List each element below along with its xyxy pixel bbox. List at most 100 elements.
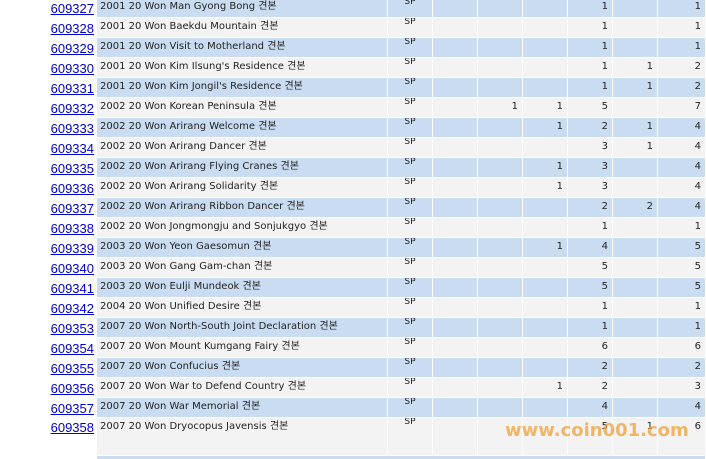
coin-id-link[interactable]: 609332 — [0, 98, 97, 118]
coin-id-link[interactable]: 609328 — [0, 18, 97, 38]
coin-id-link[interactable]: 609355 — [0, 358, 97, 378]
coin-id-link[interactable]: 609340 — [0, 258, 97, 278]
count-cell — [433, 278, 478, 298]
coin-id-link[interactable]: 609329 — [0, 38, 97, 58]
count-cell — [433, 318, 478, 338]
count-cell — [613, 318, 658, 338]
count-cell — [613, 98, 658, 118]
count-cell — [478, 338, 523, 358]
grade: SP — [388, 178, 433, 198]
count-cell — [613, 38, 658, 58]
count-cell — [433, 298, 478, 318]
count-cell — [478, 178, 523, 198]
count-cell — [478, 258, 523, 278]
count-cell — [523, 358, 568, 378]
grade: SP — [388, 18, 433, 38]
count-cell: 3 — [568, 158, 613, 178]
coin-id-link[interactable]: 609331 — [0, 78, 97, 98]
coin-id-link[interactable]: 609333 — [0, 118, 97, 138]
grade: SP — [388, 398, 433, 418]
count-cell: 1 — [613, 138, 658, 158]
coin-id-link[interactable]: 609354 — [0, 338, 97, 358]
count-cell — [523, 0, 568, 18]
count-cell: 1 — [658, 218, 706, 238]
count-cell: 2 — [568, 378, 613, 398]
count-cell — [478, 78, 523, 98]
coin-id-link[interactable]: 609336 — [0, 178, 97, 198]
count-cell: 3 — [658, 378, 706, 398]
count-cell: 1 — [568, 18, 613, 38]
count-cell: 2 — [568, 198, 613, 218]
coin-id-link[interactable]: 609358 — [0, 418, 97, 456]
coin-id-link[interactable]: 609334 — [0, 138, 97, 158]
count-cell: 2 — [658, 58, 706, 78]
count-cell: 3 — [568, 178, 613, 198]
count-cell: 1 — [658, 318, 706, 338]
grade: SP — [388, 0, 433, 18]
count-cell — [613, 0, 658, 18]
coin-id-link[interactable]: 609353 — [0, 318, 97, 338]
count-cell — [478, 358, 523, 378]
coin-id-link[interactable]: 609330 — [0, 58, 97, 78]
coin-id-link[interactable]: 609342 — [0, 298, 97, 318]
count-cell — [523, 58, 568, 78]
coin-description: 2007 20 Won War Memorial 견본 — [97, 398, 388, 418]
count-cell: 4 — [658, 198, 706, 218]
coin-description: 2002 20 Won Arirang Dancer 견본 — [97, 138, 388, 158]
count-cell: 2 — [568, 118, 613, 138]
grade: SP — [388, 338, 433, 358]
grade: SP — [388, 258, 433, 278]
count-cell — [433, 178, 478, 198]
count-cell — [613, 178, 658, 198]
count-cell: 6 — [568, 338, 613, 358]
count-cell — [478, 38, 523, 58]
grade: SP — [388, 78, 433, 98]
coin-id-link[interactable]: 609337 — [0, 198, 97, 218]
count-cell: 1 — [658, 38, 706, 58]
grade: SP — [388, 358, 433, 378]
count-cell: 1 — [658, 0, 706, 18]
coin-id-link[interactable]: 609339 — [0, 238, 97, 258]
count-cell — [478, 118, 523, 138]
coin-id-link[interactable]: 609335 — [0, 158, 97, 178]
count-cell — [478, 298, 523, 318]
count-cell: 1 — [568, 218, 613, 238]
count-cell: 2 — [658, 358, 706, 378]
grade: SP — [388, 218, 433, 238]
coin-id-link[interactable]: 609356 — [0, 378, 97, 398]
coin-description: 2001 20 Won Baekdu Mountain 견본 — [97, 18, 388, 38]
count-cell — [523, 78, 568, 98]
coin-id-link[interactable]: 609341 — [0, 278, 97, 298]
count-cell: 1 — [613, 118, 658, 138]
count-cell: 4 — [658, 118, 706, 138]
count-cell — [433, 38, 478, 58]
count-cell: 1 — [613, 58, 658, 78]
count-cell — [523, 338, 568, 358]
count-cell — [433, 0, 478, 18]
count-cell — [433, 418, 478, 456]
coin-id-link[interactable]: 609338 — [0, 218, 97, 238]
count-cell: 1 — [523, 158, 568, 178]
count-cell: 1 — [658, 18, 706, 38]
count-cell — [613, 258, 658, 278]
count-cell — [523, 298, 568, 318]
count-cell: 4 — [658, 138, 706, 158]
coin-id-link[interactable]: 609357 — [0, 398, 97, 418]
count-cell: 4 — [568, 398, 613, 418]
count-cell: 2 — [658, 78, 706, 98]
count-cell: 1 — [568, 0, 613, 18]
grade: SP — [388, 298, 433, 318]
count-cell: 1 — [613, 418, 658, 456]
count-cell — [478, 398, 523, 418]
count-cell: 5 — [568, 418, 613, 456]
grade: SP — [388, 118, 433, 138]
count-cell — [433, 358, 478, 378]
count-cell — [523, 318, 568, 338]
grade: SP — [388, 98, 433, 118]
coin-description: 2002 20 Won Jongmongju and Sonjukgyo 견본 — [97, 218, 388, 238]
coin-id-link[interactable]: 609327 — [0, 0, 97, 18]
count-cell: 6 — [658, 418, 706, 456]
count-cell: 5 — [658, 258, 706, 278]
count-cell: 1 — [568, 78, 613, 98]
count-cell — [613, 358, 658, 378]
